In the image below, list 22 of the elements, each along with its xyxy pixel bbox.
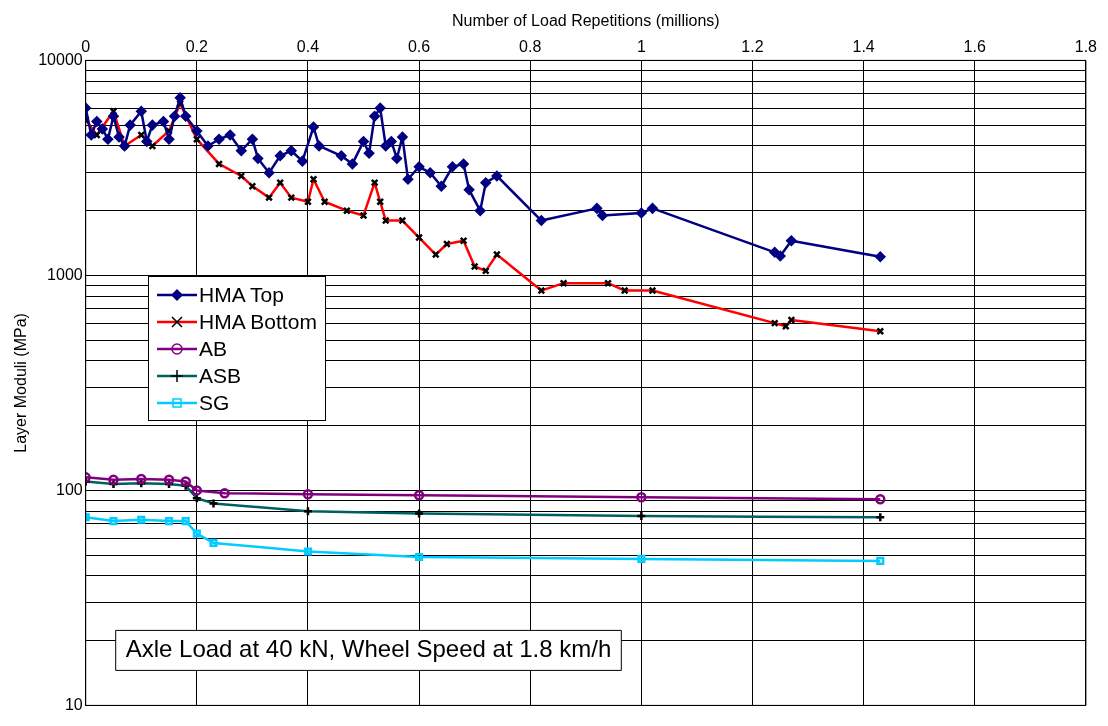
legend-label: SG xyxy=(199,390,230,416)
legend-label: AB xyxy=(199,336,228,362)
legend-label: HMA Bottom xyxy=(199,309,317,335)
y-tick-label: 10000 xyxy=(38,50,83,68)
legend-label: HMA Top xyxy=(199,282,284,308)
x-tick-label: 0.8 xyxy=(519,38,542,56)
x-tick-label: 0.4 xyxy=(296,38,320,56)
annotation: Axle Load at 40 kN, Wheel Speed at 1.8 km/h xyxy=(125,635,612,663)
x-tick-label: 1.6 xyxy=(963,38,986,56)
legend-label: ASB xyxy=(199,363,242,389)
y-tick-label: 1000 xyxy=(47,265,83,283)
x-tick-label: 0.2 xyxy=(185,38,209,56)
x-tick-label: 1.4 xyxy=(852,38,875,56)
y-axis-title: Layer Moduli (MPa) xyxy=(12,313,30,453)
x-axis-title: Number of Load Repetitions (millions) xyxy=(451,12,720,30)
x-tick-label: 0 xyxy=(81,38,91,56)
y-tick-label: 100 xyxy=(55,480,83,498)
x-tick-label: 1.2 xyxy=(741,38,764,56)
x-tick-label: 0.6 xyxy=(407,38,431,56)
x-tick-label: 1 xyxy=(636,38,646,56)
x-tick-label: 1.8 xyxy=(1074,38,1098,56)
y-tick-label: 10 xyxy=(64,695,83,713)
